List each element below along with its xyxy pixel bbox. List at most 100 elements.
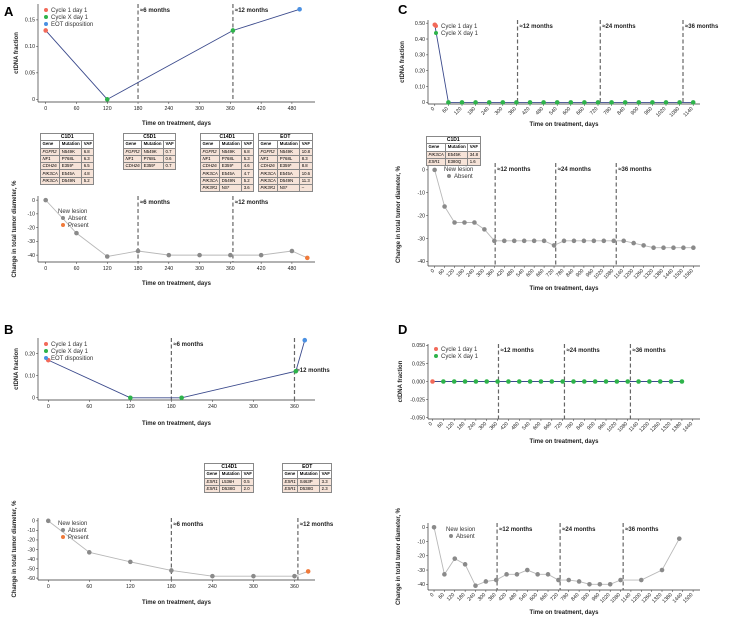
data-point <box>636 379 641 384</box>
data-point <box>681 245 686 250</box>
table-cell: P768L <box>141 154 164 164</box>
table-row: NF1 P768L 6.3 <box>39 154 95 164</box>
table-cell: 8.8 <box>299 162 313 171</box>
table-cell: P768L <box>277 154 301 164</box>
x-tick-label: 960 <box>597 421 607 431</box>
reference-line-label: ≈12 months <box>499 527 533 533</box>
data-point <box>581 238 587 244</box>
data-point <box>554 100 560 105</box>
data-point <box>527 379 533 384</box>
table-header-cell: VAF <box>162 140 177 149</box>
table-cell: P768L <box>219 154 243 164</box>
table-header-cell: Gene <box>203 470 221 479</box>
x-tick-label: 120 <box>446 268 456 278</box>
y-tick-label: 0.15 <box>25 18 35 24</box>
legend-title: New lesion <box>444 167 473 173</box>
x-tick-label: 1020 <box>599 592 611 604</box>
data-point <box>621 238 627 244</box>
data-point <box>43 197 48 203</box>
x-tick-label: 840 <box>616 106 626 116</box>
table-cell: E380Q <box>445 157 469 167</box>
table-header-cell: Mutation <box>445 143 469 152</box>
table-cell: – <box>299 184 313 193</box>
x-tick-label: 60 <box>438 268 446 276</box>
legend-marker <box>44 22 48 26</box>
x-tick-label: 60 <box>437 592 445 600</box>
legend-label: Cycle X day 1 <box>441 354 479 360</box>
table-row: CDH26 E359* 4.6 <box>199 162 255 171</box>
y-axis-label: Change in total tumor diameter, % <box>396 507 402 605</box>
chart-c-tumor: 0-10-20-30-400 60 120 180 240 300 360 420 480 540… <box>396 163 700 292</box>
y-axis-label: ctDNA fraction <box>14 348 20 390</box>
x-tick-label: 960 <box>585 268 595 278</box>
legend-marker <box>61 223 65 227</box>
data-point <box>677 100 682 105</box>
table-cell: ESR1 <box>203 477 221 486</box>
data-point <box>483 579 489 584</box>
x-tick-label: 1260 <box>641 592 653 604</box>
y-tick-label: 0.000 <box>412 379 425 385</box>
table-header-cell: Gene <box>199 140 221 149</box>
data-point <box>561 238 567 244</box>
x-tick-label: 240 <box>467 592 477 602</box>
table-cell: 6.3 <box>81 154 95 164</box>
y-tick-label: 0.10 <box>25 373 35 379</box>
x-tick-label: 900 <box>581 592 591 602</box>
legend-marker <box>449 534 453 538</box>
mutation-table-b-eot: EOT Gene Mutation VAF ESR1 S463P 3.3 ESR1 D538G 2… <box>281 462 333 494</box>
y-tick-label: -10 <box>28 212 36 218</box>
table-cell: N549K <box>141 147 164 156</box>
x-tick-label: 720 <box>554 421 564 431</box>
y-tick-label: 0 <box>32 519 35 525</box>
mutation-table-a-c1d1: C1D1 Gene Mutation VAF FGFR2 N549K 6.8 NF1 P768L… <box>39 132 95 186</box>
x-tick-label: 0 <box>44 266 47 272</box>
table-row: ESR1 D538G 2.3 <box>281 484 333 494</box>
table-title: C1D1 <box>426 135 481 145</box>
mutation-table-a-c14d1: C14D1 Gene Mutation VAF FGFR2 N549K 6.8 NF1 P768… <box>199 132 255 193</box>
y-tick-label: -30 <box>418 568 426 574</box>
legend-marker <box>44 15 48 19</box>
reference-line-label: ≈36 months <box>632 348 666 354</box>
series-line <box>434 169 694 249</box>
x-tick-label: 60 <box>86 584 92 590</box>
x-tick-label: 360 <box>290 404 299 410</box>
data-point <box>609 100 614 105</box>
x-tick-label: 480 <box>288 266 297 272</box>
data-point <box>297 6 302 12</box>
x-tick-label: 120 <box>446 592 456 602</box>
chart-d-tumor: 0-10-20-30-400 60 120 180 240 300 360 420 480 540… <box>396 507 700 616</box>
table-row: PIK3CA E545A 4.7 <box>199 169 255 178</box>
data-point <box>486 100 492 105</box>
series-line <box>45 199 308 259</box>
legend-label: Cycle 1 day 1 <box>51 8 88 14</box>
panel-letter-c: C <box>398 2 408 17</box>
data-point <box>516 379 522 384</box>
data-point <box>504 572 509 577</box>
table-cell: S463P <box>297 477 321 486</box>
x-tick-label: 480 <box>510 421 520 431</box>
data-point <box>104 97 110 102</box>
series-line <box>47 520 309 577</box>
x-tick-label: 180 <box>134 106 143 112</box>
x-tick-label: 1440 <box>682 421 694 433</box>
table-header-cell: VAF <box>241 140 255 149</box>
data-point <box>493 577 499 583</box>
data-point <box>501 238 507 244</box>
x-tick-label: 1320 <box>660 421 672 433</box>
legend-label: Cycle 1 day 1 <box>441 24 478 30</box>
data-point <box>452 220 457 225</box>
table-row: FGFR2 N549K 6.8 <box>39 147 95 156</box>
table-title: EOT <box>258 132 313 142</box>
x-tick-label: 240 <box>164 106 173 112</box>
table-cell: N549K <box>277 147 301 156</box>
data-point <box>459 100 465 105</box>
data-point <box>293 368 299 374</box>
x-tick-label: 180 <box>167 584 176 590</box>
data-point <box>289 248 295 254</box>
table-cell: 5.3 <box>241 154 255 164</box>
data-point <box>86 550 92 555</box>
reference-line-label: ≈24 months <box>562 527 596 533</box>
data-point <box>597 581 603 587</box>
data-point <box>431 524 437 530</box>
y-tick-label: -40 <box>28 557 36 563</box>
